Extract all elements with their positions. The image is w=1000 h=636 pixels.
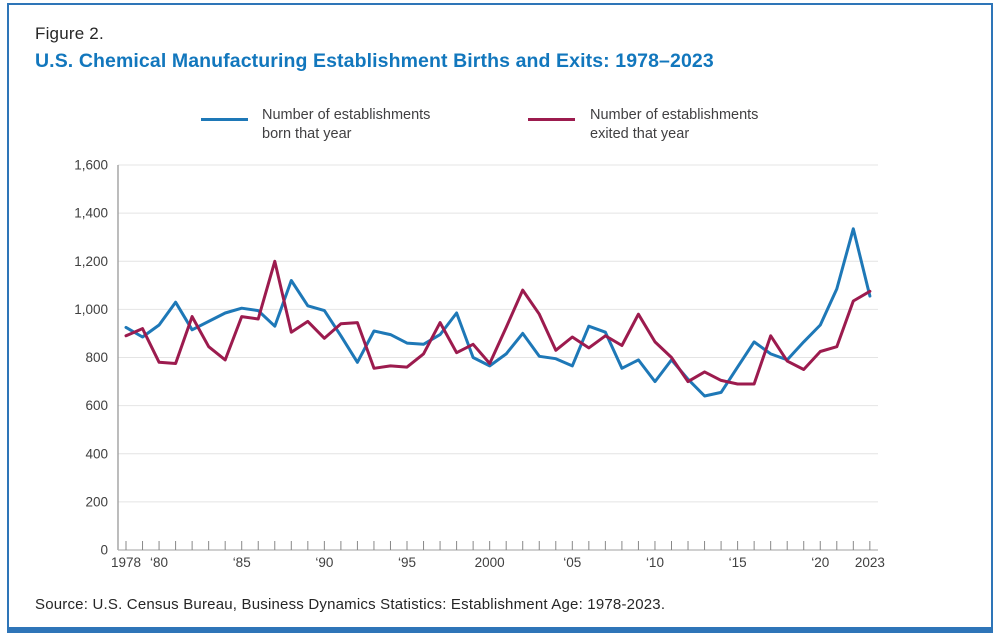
x-axis-tick-label: 2000 bbox=[475, 555, 505, 570]
y-axis-tick-label: 400 bbox=[85, 446, 108, 461]
y-axis-tick-label: 0 bbox=[100, 543, 108, 558]
legend-label-births-line1: Number of establishments bbox=[262, 107, 431, 123]
legend-label-exits-line1: Number of establishments bbox=[590, 107, 759, 123]
x-axis-tick-label: ‘95 bbox=[398, 555, 416, 570]
x-axis-tick-label: ‘20 bbox=[811, 555, 829, 570]
x-axis-tick-label: ‘80 bbox=[150, 555, 168, 570]
y-axis-tick-label: 600 bbox=[85, 398, 108, 413]
y-axis-tick-label: 1,600 bbox=[74, 158, 108, 173]
exits-line bbox=[124, 259, 872, 386]
births-line-swatch bbox=[201, 118, 248, 121]
x-axis-tick-label: 2023 bbox=[855, 555, 885, 570]
y-axis-tick-label: 200 bbox=[85, 494, 108, 509]
legend-label-exits: Number of establishments exited that yea… bbox=[590, 106, 758, 144]
exits-line-swatch bbox=[528, 118, 575, 121]
figure-number-label: Figure 2. bbox=[35, 24, 104, 43]
x-axis-tick-label: 1978 bbox=[111, 555, 141, 570]
x-axis-tick-label: ‘05 bbox=[563, 555, 581, 570]
legend-label-exits-line2: exited that year bbox=[590, 126, 690, 142]
x-axis-tick-label: ‘10 bbox=[646, 555, 664, 570]
legend-label-births: Number of establishments born that year bbox=[262, 106, 430, 144]
x-axis-tick-label: ‘90 bbox=[315, 555, 333, 570]
y-axis-tick-label: 1,200 bbox=[74, 254, 108, 269]
x-axis-tick-label: ‘85 bbox=[233, 555, 251, 570]
source-note: Source: U.S. Census Bureau, Business Dyn… bbox=[35, 596, 666, 613]
y-axis-tick-label: 1,000 bbox=[74, 302, 108, 317]
legend-label-births-line2: born that year bbox=[262, 126, 352, 142]
births-line bbox=[124, 227, 872, 398]
y-axis-tick-label: 1,400 bbox=[74, 206, 108, 221]
x-axis-tick-label: ‘15 bbox=[729, 555, 747, 570]
page-title: U.S. Chemical Manufacturing Establishmen… bbox=[35, 50, 714, 72]
y-axis-tick-label: 800 bbox=[85, 350, 108, 365]
